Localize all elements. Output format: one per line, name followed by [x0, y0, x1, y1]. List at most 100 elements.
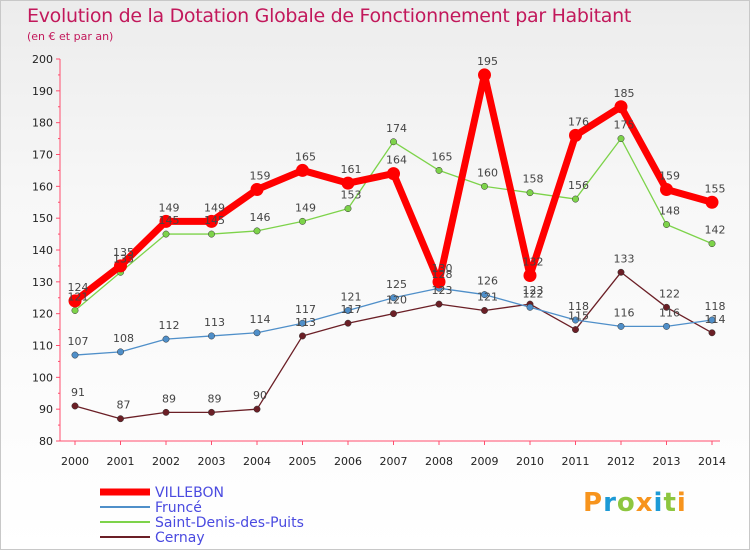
y-tick-label: 200 [32, 53, 53, 66]
y-tick-label: 130 [32, 276, 53, 289]
chart-subtitle: (en € et par an) [27, 30, 114, 43]
x-tick-label: 2012 [607, 455, 635, 468]
data-label: 121 [477, 290, 498, 303]
data-label: 153 [341, 189, 362, 202]
data-point [481, 307, 488, 314]
data-point [663, 303, 670, 311]
data-label: 89 [208, 392, 222, 405]
data-point [71, 351, 79, 359]
data-point [341, 176, 355, 190]
data-point [660, 183, 673, 197]
y-tick-label: 150 [32, 212, 53, 225]
data-label: 112 [159, 319, 180, 332]
x-tick-label: 2004 [243, 455, 271, 468]
data-label: 114 [250, 313, 271, 326]
data-label: 133 [113, 252, 134, 265]
data-label: 91 [71, 386, 85, 399]
data-point [253, 329, 261, 337]
y-tick-label: 160 [32, 180, 53, 193]
data-point [708, 240, 716, 248]
data-point [617, 135, 625, 143]
data-point [387, 167, 400, 181]
data-label: 145 [159, 214, 180, 227]
data-label: 123 [523, 284, 544, 297]
data-label: 158 [523, 173, 544, 186]
data-label: 115 [568, 310, 589, 323]
data-label: 125 [386, 278, 407, 291]
data-point [481, 182, 488, 190]
data-label: 113 [204, 316, 225, 329]
data-label: 123 [432, 284, 453, 297]
data-point [253, 227, 261, 235]
data-point [390, 138, 397, 146]
legend-label: Saint-Denis-des-Puits [155, 515, 304, 531]
data-label: 108 [113, 332, 134, 345]
y-tick-label: 90 [39, 403, 53, 416]
x-tick-label: 2001 [107, 455, 135, 468]
data-point [708, 329, 716, 337]
y-tick-label: 190 [32, 85, 53, 98]
logo-letter-i2: i [676, 488, 687, 518]
data-point [71, 402, 79, 410]
data-point [68, 294, 82, 308]
data-label: 118 [568, 300, 589, 313]
data-label: 165 [432, 150, 453, 163]
data-point [344, 205, 352, 213]
data-point [478, 68, 491, 82]
legend-label: Cernay [155, 530, 205, 546]
data-label: 114 [705, 313, 726, 326]
data-point [208, 230, 215, 238]
data-label: 128 [432, 268, 453, 281]
data-label: 148 [659, 205, 680, 218]
data-point [614, 100, 628, 114]
x-tick-label: 2005 [289, 455, 317, 468]
data-point [250, 183, 264, 197]
data-point [159, 214, 173, 228]
x-tick-label: 2013 [653, 455, 681, 468]
data-label: 159 [659, 170, 680, 183]
data-point [569, 128, 582, 142]
data-label: 149 [295, 201, 316, 214]
y-tick-label: 110 [32, 340, 53, 353]
y-tick-label: 140 [32, 244, 53, 257]
data-point [432, 275, 446, 289]
data-point [572, 326, 579, 334]
proxiti-logo: Proxiti [583, 488, 687, 518]
data-label: 89 [162, 392, 176, 405]
data-point [205, 214, 218, 228]
data-point [526, 303, 534, 311]
data-point [663, 221, 670, 228]
data-point [705, 195, 719, 209]
data-label: 146 [250, 211, 271, 224]
data-label: 142 [705, 224, 726, 237]
data-point [299, 332, 306, 340]
data-point [390, 294, 397, 302]
data-point [162, 335, 170, 343]
x-tick-label: 2014 [698, 455, 726, 468]
data-point [572, 316, 579, 324]
data-label: 90 [253, 389, 267, 402]
data-point [208, 408, 215, 416]
data-point [117, 415, 124, 423]
y-tick-label: 120 [32, 308, 53, 321]
data-point [572, 195, 579, 203]
data-label: 156 [568, 179, 589, 192]
data-label: 122 [659, 287, 680, 300]
data-label: 117 [341, 303, 362, 316]
x-tick-label: 2011 [562, 455, 590, 468]
data-label: 130 [432, 262, 453, 275]
data-point [344, 307, 352, 314]
data-point [435, 166, 443, 174]
data-label: 87 [117, 399, 131, 412]
logo-letter-i1: i [653, 488, 664, 518]
data-label: 159 [250, 170, 271, 183]
data-point [296, 163, 309, 177]
logo-letter-r: r [603, 488, 617, 518]
data-label: 120 [386, 294, 407, 307]
logo-letter-t: t [663, 488, 677, 518]
data-point [435, 300, 443, 308]
data-point [390, 310, 397, 318]
legend-label: VILLEBON [155, 485, 224, 501]
x-tick-label: 2003 [198, 455, 226, 468]
x-tick-label: 2006 [334, 455, 362, 468]
